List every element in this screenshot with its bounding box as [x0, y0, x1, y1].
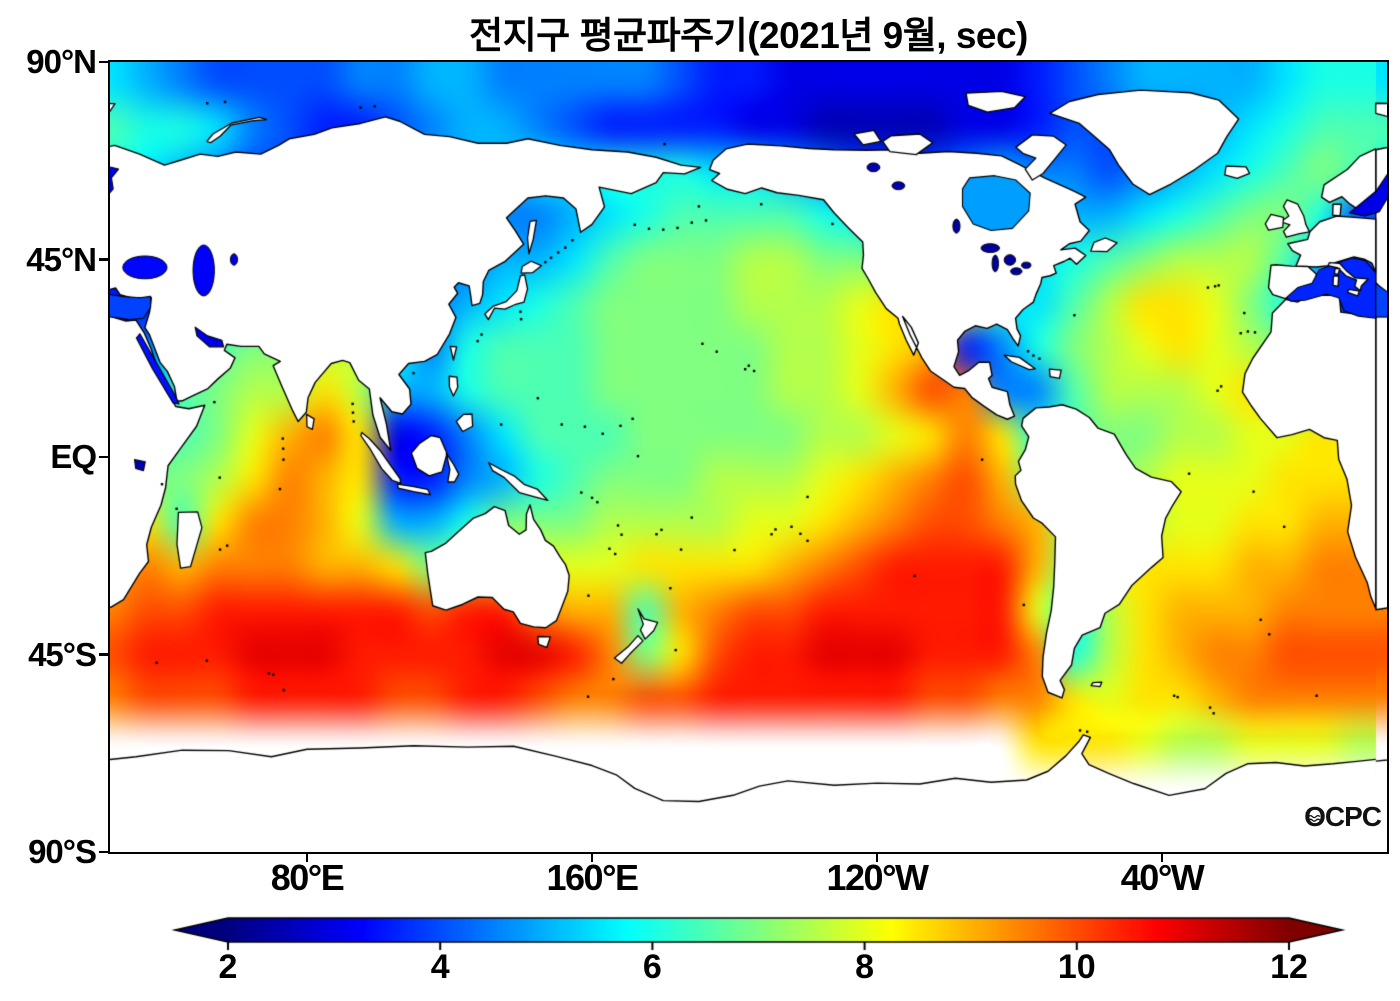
ocpc-wave-icon	[1307, 814, 1320, 822]
axis-tick-y	[99, 653, 108, 656]
axis-tick-x	[305, 854, 309, 862]
colorbar-tick-label: 2	[218, 948, 238, 986]
y-axis-label: 45°N	[26, 240, 97, 278]
ocpc-logo: OCPC	[1304, 801, 1382, 832]
colorbar	[170, 914, 1350, 956]
x-axis-label: 120°W	[826, 857, 929, 898]
colorbar-tick-label: 4	[430, 948, 450, 986]
colorbar-tick-label: 6	[642, 948, 662, 986]
ocpc-logo-text: OCPC	[1304, 801, 1382, 832]
world-map-canvas	[110, 62, 1387, 852]
axis-tick-x	[1160, 854, 1164, 862]
axis-tick-x	[590, 854, 594, 862]
x-axis-label: 160°E	[546, 857, 639, 898]
y-axis-label: 90°N	[26, 43, 97, 80]
map-plot-area: OCPC	[108, 60, 1389, 854]
y-axis-label: 45°S	[28, 635, 97, 673]
axis-tick-y	[99, 850, 108, 854]
y-axis-label: EQ	[50, 438, 97, 475]
y-axis-label: 90°S	[28, 833, 97, 870]
chart-title: 전지구 평균파주기(2021년 9월, sec)	[469, 15, 1028, 56]
axis-tick-x	[875, 854, 879, 862]
colorbar-tick-label: 10	[1057, 948, 1096, 986]
axis-tick-y	[99, 455, 108, 459]
colorbar-tick-label: 12	[1270, 948, 1308, 986]
x-axis-label: 80°E	[270, 857, 345, 898]
axis-tick-y	[99, 258, 108, 261]
x-axis-label: 40°W	[1120, 857, 1205, 898]
axis-tick-y	[99, 60, 108, 64]
colorbar-tick-label: 8	[855, 948, 875, 986]
